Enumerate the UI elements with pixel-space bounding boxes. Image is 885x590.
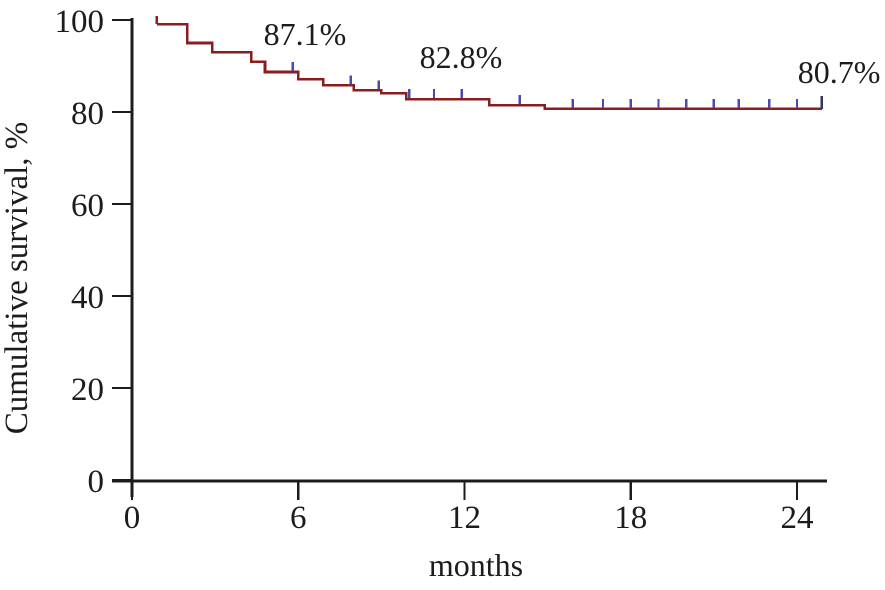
y-tick-label: 80 xyxy=(71,96,104,132)
survival-curve xyxy=(156,22,822,111)
annotation-label: 87.1% xyxy=(264,16,347,52)
annotation-label: 82.8% xyxy=(420,39,503,75)
x-tick-label: 18 xyxy=(614,500,647,536)
x-tick-label: 12 xyxy=(448,500,481,536)
x-tick-label: 6 xyxy=(290,500,307,536)
y-tick-label: 0 xyxy=(88,464,105,500)
y-tick-label: 40 xyxy=(71,280,104,316)
x-axis-title: months xyxy=(429,547,523,583)
y-axis-title: Cumulative survival, % xyxy=(0,122,35,435)
annotation-label: 80.7% xyxy=(798,54,881,90)
y-tick-label: 60 xyxy=(71,188,104,224)
x-tick-label: 0 xyxy=(124,500,141,536)
y-tick-label: 100 xyxy=(55,4,105,40)
x-tick-label: 24 xyxy=(780,500,813,536)
y-tick-label: 20 xyxy=(71,372,104,408)
